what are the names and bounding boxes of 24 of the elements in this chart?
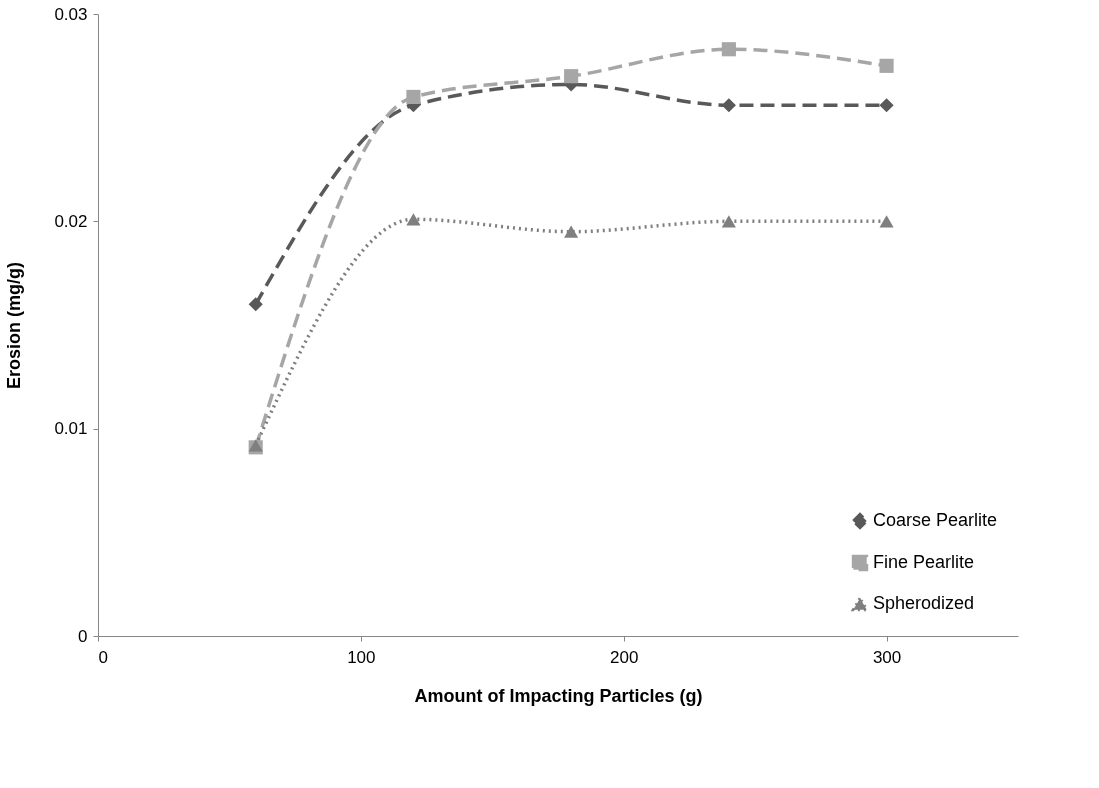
- x-tick-label: 100: [347, 647, 376, 667]
- point: [721, 42, 736, 57]
- y-tick-label: 0: [78, 626, 88, 646]
- point: [248, 297, 263, 312]
- x-tick-label: 200: [610, 647, 639, 667]
- point: [879, 98, 894, 113]
- point: [564, 69, 579, 84]
- x-axis-title: Amount of Impacting Particles (g): [414, 685, 703, 706]
- point: [406, 213, 421, 226]
- y-axis-title: Erosion (mg/g): [4, 262, 25, 389]
- y-tick-label: 0.03: [54, 4, 88, 24]
- x-tick-label: 0: [98, 647, 108, 667]
- y-tick-label: 0.01: [54, 419, 88, 439]
- point: [406, 89, 421, 104]
- legend-label: Coarse Pearlite: [873, 510, 998, 530]
- point: [721, 215, 736, 228]
- point: [879, 58, 894, 73]
- point: [879, 215, 894, 228]
- legend-label: Fine Pearlite: [873, 552, 975, 572]
- legend-label: Spherodized: [873, 593, 975, 613]
- point: [721, 98, 736, 113]
- x-tick-label: 300: [872, 647, 902, 667]
- point: [564, 225, 579, 238]
- y-tick-label: 0.02: [54, 211, 88, 231]
